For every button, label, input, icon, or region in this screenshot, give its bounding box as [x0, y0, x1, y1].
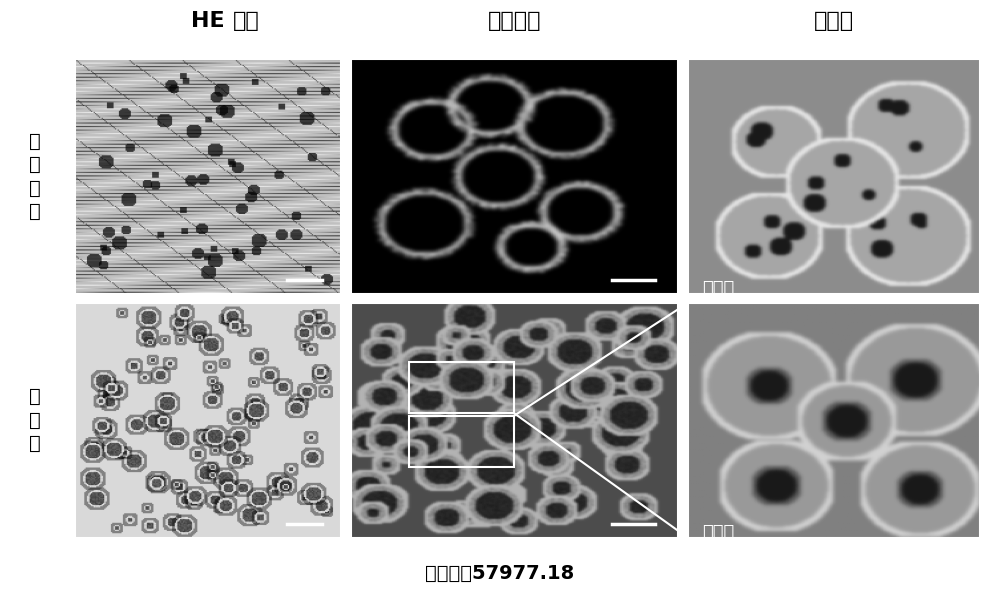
- Text: 乳
腺
癌: 乳 腺 癌: [29, 387, 41, 453]
- Text: HE: HE: [191, 11, 225, 31]
- Text: 正
常
乳
腺: 正 常 乳 腺: [29, 132, 41, 221]
- Text: 大核仁: 大核仁: [703, 524, 735, 542]
- Text: 荧光染色: 荧光染色: [487, 11, 541, 31]
- Text: 病理号：57977.18: 病理号：57977.18: [425, 564, 575, 583]
- Text: 染色: 染色: [232, 11, 259, 31]
- Text: 多核仁: 多核仁: [703, 280, 735, 298]
- Text: 放大图: 放大图: [814, 11, 854, 31]
